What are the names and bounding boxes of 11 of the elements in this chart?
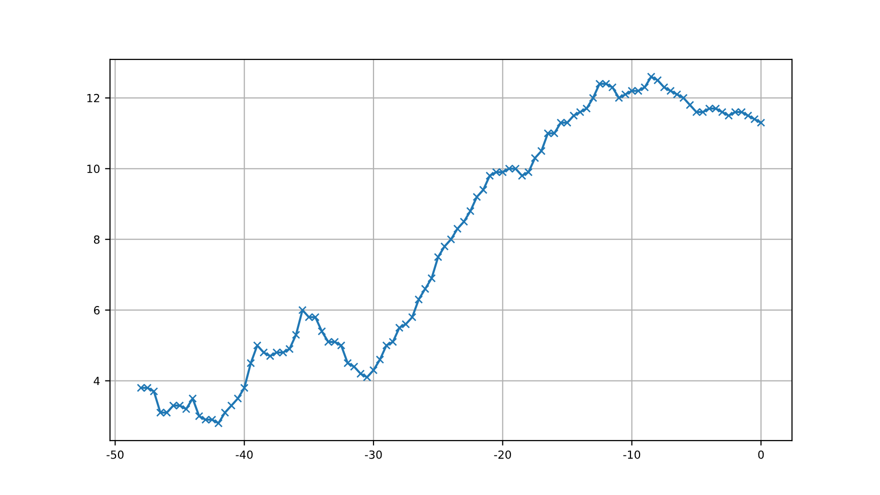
x-tick-label: -30 [364,450,382,459]
y-tick-label: 8 [94,235,100,244]
y-tick-label: 4 [94,376,100,386]
x-tick-label: -20 [494,450,512,459]
y-tick-label: 12 [87,94,100,102]
x-tick-label: -10 [623,450,640,459]
x-tick-label: 0 [758,450,764,459]
x-tick-label: -40 [236,450,253,459]
x-tick-label: -50 [106,450,124,459]
y-tick-label: 10 [87,164,100,174]
y-tick-label: 6 [94,306,100,314]
